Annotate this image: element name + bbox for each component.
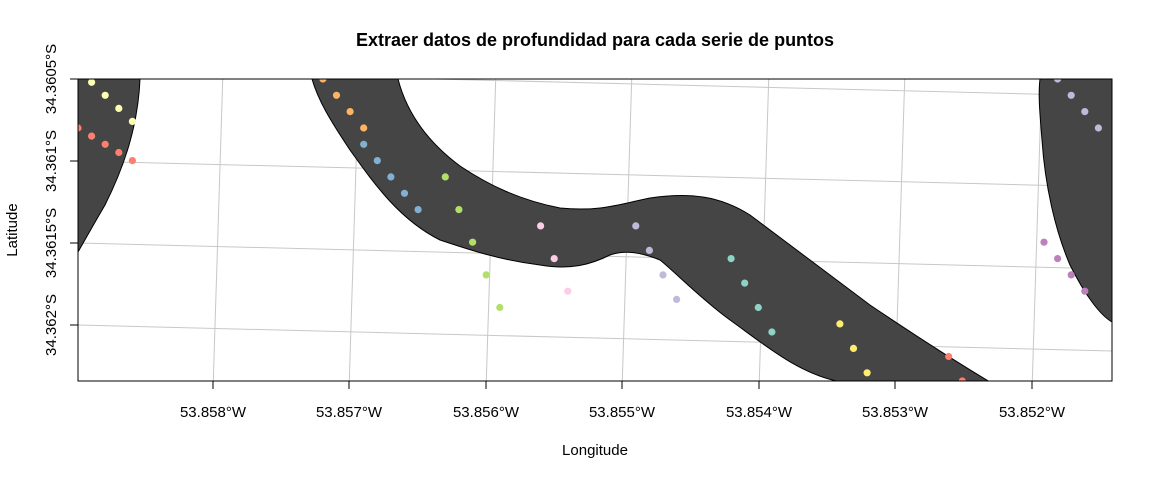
data-point xyxy=(645,246,654,254)
y-tick-label: 34.3615°S xyxy=(43,208,60,278)
data-point xyxy=(496,303,504,312)
point-series-row xyxy=(319,79,368,132)
lat-gridline xyxy=(416,79,1112,97)
data-point xyxy=(958,377,966,381)
x-tick-label: 53.855°W xyxy=(589,404,656,421)
channel-bands xyxy=(78,79,1112,381)
data-point xyxy=(727,255,735,263)
data-point xyxy=(1067,271,1075,279)
data-point xyxy=(387,173,395,181)
data-point xyxy=(1054,79,1062,83)
data-point xyxy=(400,189,409,197)
data-point xyxy=(319,79,327,83)
data-point xyxy=(469,238,477,246)
data-point xyxy=(360,140,368,148)
point-series-row xyxy=(88,79,136,125)
data-point xyxy=(101,140,109,148)
x-tick-label: 53.857°W xyxy=(316,404,383,421)
data-point xyxy=(346,108,354,116)
lon-gridline xyxy=(212,79,224,381)
point-series-row xyxy=(360,140,422,214)
data-point xyxy=(945,352,953,361)
data-point xyxy=(1067,91,1075,99)
x-axis: 53.858°W 53.857°W 53.856°W 53.855°W 53.8… xyxy=(180,381,1066,421)
data-point xyxy=(849,344,858,352)
data-point xyxy=(1040,238,1048,246)
data-point xyxy=(673,295,681,303)
y-axis: 34.3605°S 34.361°S 34.3615°S 34.362°S xyxy=(43,44,78,356)
data-point xyxy=(754,303,762,312)
data-point xyxy=(88,132,96,140)
channel-band-left xyxy=(78,79,141,254)
point-series-row xyxy=(632,222,681,303)
data-point xyxy=(414,206,422,214)
lat-gridline xyxy=(78,160,1112,188)
data-point xyxy=(564,287,572,295)
data-point xyxy=(659,271,667,279)
data-point xyxy=(128,117,136,125)
x-axis-label: Longitude xyxy=(562,442,628,459)
data-point xyxy=(115,104,123,112)
data-point xyxy=(78,124,82,132)
point-series-row xyxy=(1040,238,1089,295)
data-point xyxy=(101,91,109,99)
plot-area xyxy=(78,79,1112,381)
data-point xyxy=(1094,124,1102,132)
lat-gridline xyxy=(78,324,1112,352)
data-point xyxy=(482,271,490,279)
plot-frame xyxy=(77,78,1113,382)
x-tick-label: 53.852°W xyxy=(999,404,1066,421)
data-point xyxy=(360,124,368,132)
data-point xyxy=(441,173,449,181)
data-point xyxy=(1054,255,1062,263)
data-point xyxy=(1081,108,1089,116)
data-point xyxy=(741,279,749,287)
point-series-row xyxy=(727,255,776,336)
point-series-row xyxy=(78,124,136,165)
data-point xyxy=(332,91,341,99)
data-point xyxy=(88,79,96,86)
y-axis-label: Latitude xyxy=(4,203,21,256)
channel-band-middle xyxy=(311,79,990,381)
x-tick-label: 53.853°W xyxy=(862,404,929,421)
data-point xyxy=(455,206,463,214)
data-point xyxy=(1081,287,1089,295)
data-point xyxy=(537,222,545,230)
point-series-row xyxy=(1054,79,1102,132)
data-point xyxy=(373,157,381,165)
x-tick-label: 53.858°W xyxy=(180,404,247,421)
channel-band-right xyxy=(1038,79,1112,323)
data-point xyxy=(550,255,558,263)
data-point xyxy=(128,157,136,165)
point-series-row xyxy=(945,352,966,381)
data-point xyxy=(632,222,640,230)
chart-title: Extraer datos de profundidad para cada s… xyxy=(356,30,834,50)
data-point xyxy=(863,369,871,377)
data-point xyxy=(115,148,123,157)
y-tick-label: 34.361°S xyxy=(43,130,60,192)
x-tick-label: 53.854°W xyxy=(726,404,793,421)
y-tick-label: 34.362°S xyxy=(43,294,60,356)
y-tick-label: 34.3605°S xyxy=(43,44,60,114)
data-point xyxy=(768,328,776,336)
point-series xyxy=(78,79,1102,381)
x-tick-label: 53.856°W xyxy=(453,404,520,421)
data-point xyxy=(836,320,844,328)
point-series-row xyxy=(441,173,504,312)
point-series-row xyxy=(836,320,871,377)
point-series-row xyxy=(537,222,572,295)
